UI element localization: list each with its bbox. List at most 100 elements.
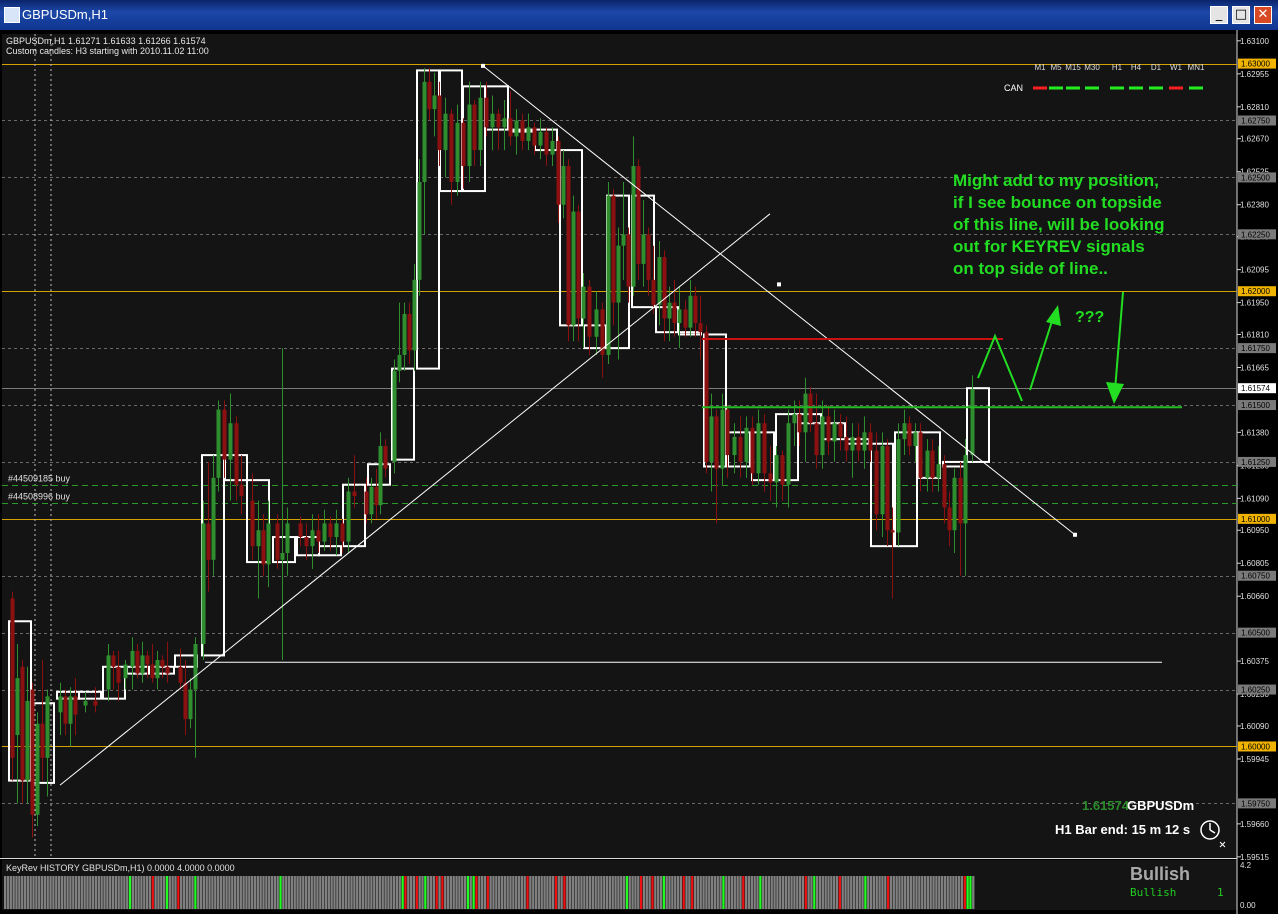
mtf-row-label: CAN [1004,83,1023,93]
order-label: #44509185 buy [8,474,71,484]
candle [544,127,549,167]
keyrev-bar [617,876,620,909]
keyrev-bar [642,876,646,909]
price-tick-label: 1.61810 [1240,330,1269,339]
candle-body [732,436,737,456]
candle-body [63,696,68,724]
candle [930,439,935,492]
keyrev-bar [251,876,254,909]
candle [502,100,507,151]
price-level-tag [1238,115,1276,126]
candle-body [472,104,477,151]
price-level-tag-label: 1.62000 [1241,287,1270,296]
candle [885,439,890,547]
candle-body [744,427,749,462]
keyrev-bar [26,876,29,909]
keyrev-bar [747,876,751,909]
price-chart[interactable]: #44509185 buy #44508996 buy 1.63100 1.6295… [0,30,1278,914]
candle-body [677,309,682,324]
price-tick-label: 1.61380 [1240,428,1269,437]
keyrev-bar [736,876,739,909]
keyrev-bar [960,876,964,909]
keyrev-bar [520,876,524,909]
drawn-trendlines[interactable] [59,63,1182,786]
keyrev-bar [588,876,592,909]
keyrev-bar [750,876,753,909]
keyrev-bar [798,876,802,909]
candle-body [556,140,561,205]
candle-body [45,696,50,758]
keyrev-bar [344,876,347,909]
candle-body [392,370,397,462]
keyrev-bar [60,876,64,909]
keyrev-bar [89,876,92,909]
price-tick-label: 1.59945 [1240,755,1269,764]
keyrev-bar [838,876,841,909]
candle-body [201,523,206,645]
down-arrow [1114,291,1124,391]
close-button[interactable]: ✕ [1254,6,1272,24]
candle-body [508,118,513,137]
keyrev-bar [449,876,453,909]
price-tick-label: 1.62670 [1240,135,1269,144]
candle [720,393,725,485]
candle-body [427,81,432,110]
keyrev-bar [52,876,55,909]
keyrev-bar [952,876,955,909]
mtf-timeframe-label: MN1 [1188,63,1205,72]
keyrev-bar [282,876,285,909]
candle [130,637,135,690]
candle [467,81,472,182]
minimize-button[interactable]: _ [1210,6,1228,24]
keyrev-bar [77,876,81,909]
keyrev-bar [310,876,313,909]
maximize-button[interactable]: □ [1232,6,1250,24]
keyrev-bar [415,876,418,909]
keyrev-bar [248,876,251,909]
candle-body [216,409,221,478]
candle-body [683,309,688,328]
candle-body [206,523,211,560]
keyrev-bar [733,876,736,909]
price-level-tag-label: 1.62250 [1241,230,1270,239]
keyrev-bar [554,876,558,909]
keyrev-bar [543,876,546,909]
candle [538,118,543,160]
candle-body [322,523,327,542]
keyrev-bar [117,876,120,909]
candle [378,432,383,515]
candle-body [797,414,802,433]
candle-body [820,416,825,456]
keyrev-bar [923,876,927,909]
keyrev-bar [529,876,532,909]
candle-body [850,436,855,451]
candle-body [750,427,755,474]
candle-body [484,97,489,128]
keyrev-bar [813,876,816,909]
h3-box [391,367,415,461]
keyrev-bar [100,876,103,909]
keyrev-bar [128,876,132,909]
candle-body [550,140,555,155]
indicator-status-big: Bullish [1130,864,1190,884]
keyrev-bar [864,876,867,909]
keyrev-bar [705,876,708,909]
keyrev-bar [80,876,83,909]
keyrev-bar [421,876,424,909]
candle [123,659,128,690]
keyrev-bar [66,876,69,909]
keyrev-bar [134,876,137,909]
keyrev-bar [804,876,807,909]
keyrev-bar [637,876,640,909]
candle-body [792,414,797,424]
candle [925,439,930,492]
keyrev-bar [131,876,135,909]
keyrev-bar [625,876,629,909]
keyrev-bar [12,876,15,909]
candle-body [106,655,111,690]
keyrev-bar [253,876,257,909]
candle-body [720,409,725,469]
price-level-tag-label: 1.61750 [1241,344,1270,353]
keyrev-bar [759,876,762,909]
candle-body [532,127,537,146]
